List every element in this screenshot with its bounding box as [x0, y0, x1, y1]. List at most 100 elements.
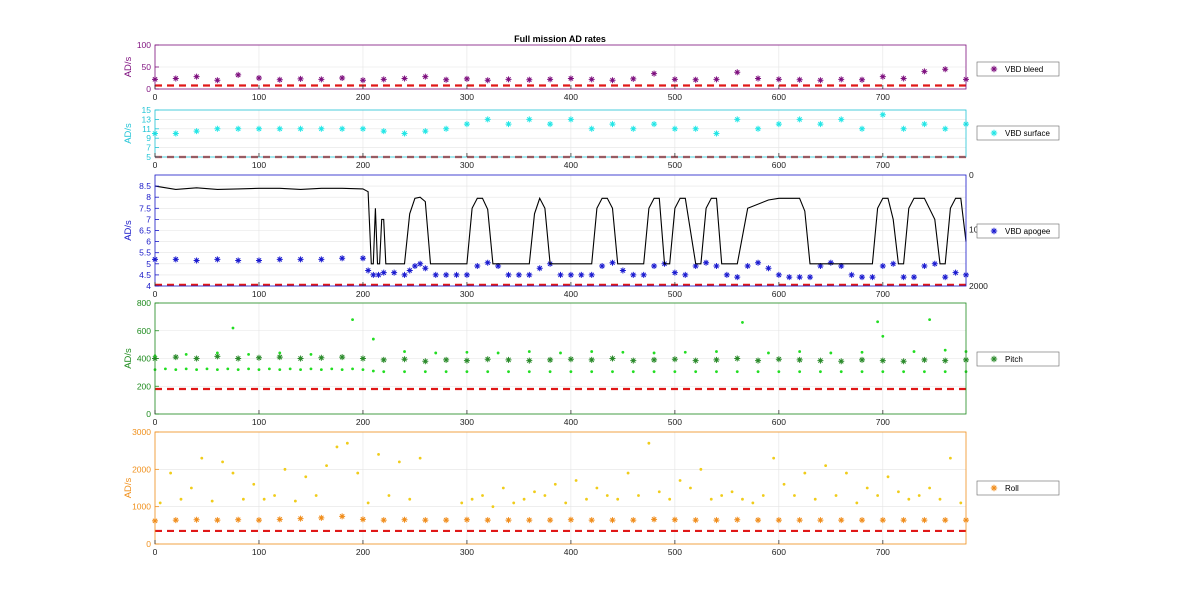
y-tick-label: 15 — [142, 105, 152, 115]
data-point — [276, 256, 283, 263]
data-point — [761, 494, 765, 497]
data-point — [923, 370, 926, 374]
data-point — [247, 367, 250, 371]
data-point — [380, 128, 387, 135]
data-point — [595, 486, 599, 490]
data-point — [526, 76, 533, 83]
data-point — [588, 271, 595, 278]
data-point — [668, 497, 672, 501]
data-point — [616, 497, 620, 501]
y-tick-label: 7 — [146, 214, 151, 224]
data-point — [942, 357, 949, 364]
data-point — [564, 501, 568, 505]
data-point — [886, 475, 890, 479]
y-tick-label: 8 — [146, 192, 151, 202]
data-point — [318, 125, 325, 132]
data-point — [318, 354, 325, 361]
data-point — [630, 125, 637, 132]
data-point — [339, 125, 346, 132]
data-point — [215, 351, 219, 355]
data-point — [590, 350, 594, 353]
data-point — [599, 263, 606, 270]
data-point — [651, 121, 658, 128]
data-point — [921, 356, 928, 363]
data-point — [496, 351, 500, 355]
series-0-0 — [152, 66, 969, 84]
x-tick-label: 200 — [356, 160, 370, 170]
y-tick-label: 600 — [137, 326, 151, 336]
data-point — [319, 368, 323, 371]
data-point — [293, 499, 297, 503]
legend-box — [976, 125, 1060, 141]
data-point — [817, 121, 824, 128]
data-point — [897, 490, 900, 494]
data-point — [588, 517, 595, 524]
data-point — [236, 368, 240, 371]
data-point — [651, 516, 658, 523]
data-point — [501, 486, 505, 490]
data-point — [928, 486, 932, 490]
x-tick-label: 0 — [153, 547, 158, 557]
y-tick-label: 7 — [146, 143, 151, 153]
data-point — [588, 356, 595, 363]
x-tick-label: 600 — [772, 289, 786, 299]
data-point — [169, 471, 172, 475]
data-point — [803, 471, 807, 475]
data-point — [401, 130, 408, 137]
data-point — [775, 76, 782, 83]
data-point — [630, 357, 637, 364]
data-point — [588, 125, 595, 132]
data-point — [692, 76, 699, 83]
data-point — [443, 76, 450, 83]
data-point — [630, 75, 637, 82]
data-point — [611, 370, 614, 374]
data-point — [193, 516, 200, 523]
data-point — [876, 320, 880, 324]
data-point — [692, 125, 699, 132]
data-point — [481, 494, 484, 497]
data-point — [484, 356, 491, 363]
data-point — [474, 263, 481, 270]
data-point — [651, 356, 658, 363]
data-point — [911, 274, 918, 281]
x-tick-label: 400 — [564, 289, 578, 299]
data-point — [195, 368, 198, 371]
data-point — [755, 259, 762, 266]
data-point — [890, 260, 897, 267]
data-point — [526, 271, 533, 278]
data-point — [241, 497, 245, 501]
data-point — [214, 125, 221, 132]
data-point — [723, 271, 730, 278]
x-tick-label: 700 — [876, 160, 890, 170]
x-tick-label: 0 — [153, 92, 158, 102]
data-point — [845, 471, 848, 475]
data-point — [848, 271, 855, 278]
data-point — [734, 516, 741, 523]
data-point — [588, 76, 595, 83]
y-axis-label: AD/s — [123, 56, 134, 77]
data-point — [273, 494, 276, 497]
data-point — [879, 517, 886, 524]
data-point — [505, 356, 512, 363]
y-tick-label: 5.5 — [139, 248, 151, 258]
data-point — [193, 257, 200, 264]
right-tick-label: 10 — [969, 225, 979, 235]
data-point — [921, 121, 928, 128]
chart-title: Full mission AD rates — [514, 34, 606, 44]
data-point — [527, 370, 531, 374]
x-tick-label: 300 — [460, 160, 474, 170]
y-tick-label: 5 — [146, 152, 151, 162]
data-point — [952, 269, 959, 276]
data-point — [838, 76, 845, 83]
data-point — [365, 267, 372, 274]
data-point — [917, 494, 921, 497]
data-point — [938, 497, 942, 501]
x-tick-label: 100 — [252, 92, 266, 102]
data-point — [403, 370, 406, 374]
data-point — [796, 274, 803, 281]
data-point — [335, 445, 339, 449]
legend-marker — [990, 355, 998, 363]
data-point — [548, 370, 552, 374]
data-point — [813, 497, 817, 501]
